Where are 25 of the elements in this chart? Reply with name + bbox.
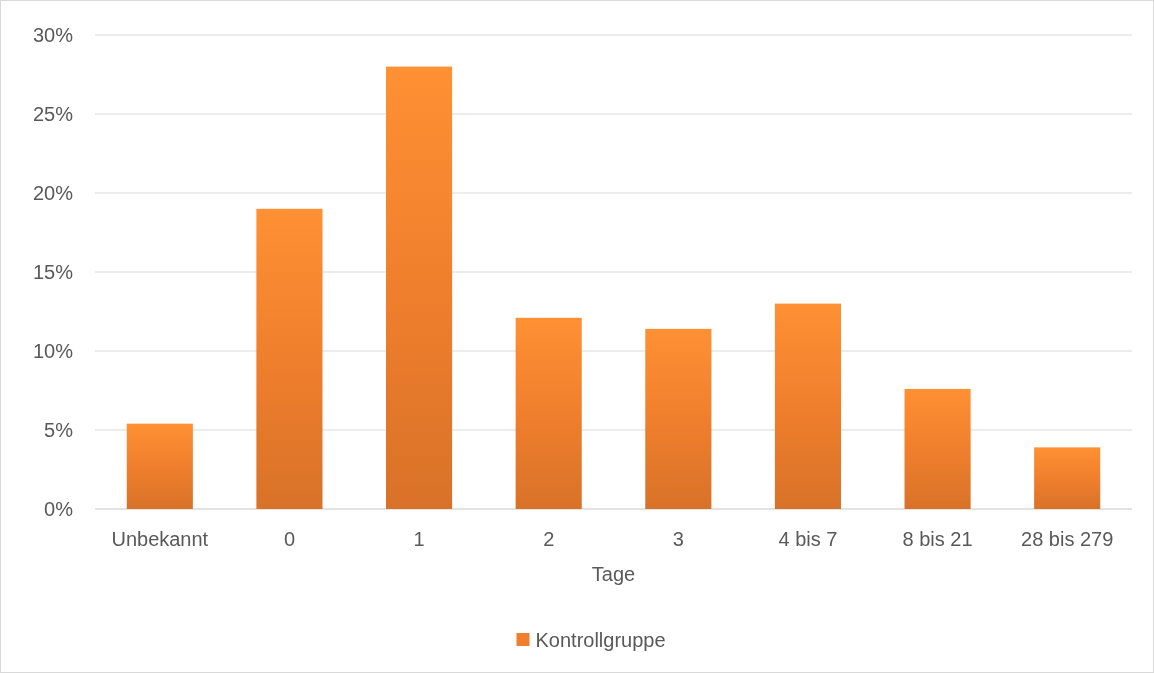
bar <box>645 328 712 509</box>
bar <box>904 388 971 509</box>
x-tick-label: 3 <box>672 528 684 550</box>
x-tick-label: 0 <box>283 528 295 550</box>
bar <box>1034 447 1101 509</box>
x-tick-label: 28 bis 279 <box>1021 528 1114 550</box>
x-axis-title: Tage <box>591 563 636 585</box>
legend-label: Kontrollgruppe <box>535 629 666 651</box>
y-tick-label: 30% <box>32 24 74 46</box>
y-tick-label: 15% <box>32 261 74 283</box>
y-tick-label: 10% <box>32 340 74 362</box>
y-tick-label: 0% <box>44 498 74 520</box>
y-tick-label: 5% <box>44 419 74 441</box>
x-tick-label: 4 bis 7 <box>778 528 838 550</box>
x-tick-label: 2 <box>543 528 555 550</box>
y-tick-label: 20% <box>32 182 74 204</box>
bar <box>386 66 453 509</box>
bar <box>256 208 323 509</box>
y-tick-label: 25% <box>32 103 74 125</box>
bar <box>515 317 582 509</box>
x-tick-label: 1 <box>413 528 425 550</box>
x-tick-label: 8 bis 21 <box>902 528 973 550</box>
bar <box>126 423 193 509</box>
bar <box>774 303 841 509</box>
x-tick-label: Unbekannt <box>111 528 209 550</box>
